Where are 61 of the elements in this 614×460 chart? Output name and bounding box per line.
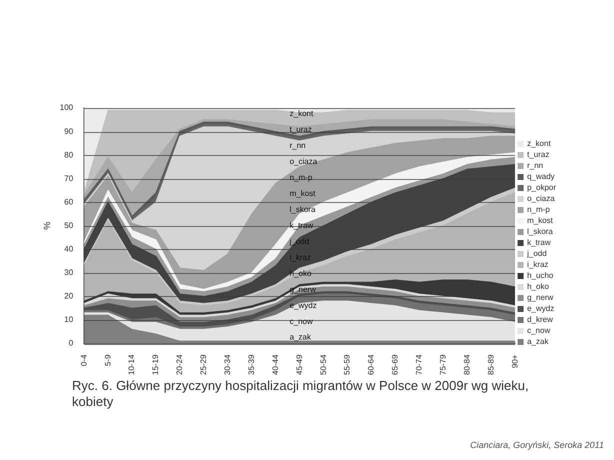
x-tick-label: 35-39 — [246, 354, 256, 376]
x-tick-label: 20-24 — [175, 354, 184, 376]
legend-label: j_odd — [526, 249, 547, 258]
y-tick-label: 100 — [60, 103, 74, 112]
legend-label: p_okpor — [527, 183, 556, 192]
x-tick-label: 0-4 — [79, 354, 88, 366]
annotation: k_traw — [290, 220, 314, 230]
legend-label: a_zak — [527, 337, 550, 346]
x-tick-label: 5-9 — [103, 354, 112, 366]
x-tick-label: 30-34 — [223, 354, 232, 376]
annotation: o_ciaza — [290, 157, 318, 166]
y-tick-label: 20 — [64, 292, 74, 301]
legend-label: h_ucho — [527, 271, 554, 280]
x-tick-label: 25-29 — [199, 354, 208, 376]
x-tick-label: 60-64 — [366, 354, 376, 376]
x-tick-label: 90+ — [510, 354, 520, 368]
text: Cianciara, Goryński, Seroka 2011 — [470, 440, 604, 450]
y-axis-title: % — [42, 222, 52, 230]
annotation: a_zak — [290, 332, 312, 342]
x-tick-label: 15-19 — [151, 354, 160, 376]
x-tick-label: 40-44 — [270, 354, 280, 376]
legend-label: r_nn — [527, 161, 544, 170]
x-tick-label: 10-14 — [127, 354, 136, 376]
y-tick-label: 30 — [64, 268, 74, 278]
y-tick-label: 80 — [64, 150, 74, 160]
x-tick-label: 65-69 — [390, 354, 400, 376]
annotation: m_kost — [290, 189, 316, 198]
legend-label: o_ciaza — [527, 194, 556, 204]
legend-label: d_krew — [527, 315, 554, 324]
y-tick-label: 70 — [64, 174, 74, 183]
y-tick-label: 40 — [64, 244, 74, 254]
x-tick-label: 70-74 — [414, 354, 424, 376]
annotation: t_uraz — [290, 125, 312, 134]
text: Ryc. 6. Główne przyczyny hospitalizacji migrantów w Polsce w 2009r wg wieku, kobiety — [72, 378, 530, 410]
legend-label: n_m-p — [527, 205, 550, 214]
x-tick-label: 75-79 — [438, 354, 448, 376]
x-tick-label: 45-49 — [294, 354, 304, 376]
annotation: z_kont — [290, 109, 314, 118]
legend-label: t_uraz — [527, 150, 550, 160]
legend-label: h_oko — [527, 282, 550, 292]
y-tick-label: 90 — [64, 126, 74, 136]
x-tick-label: 80-84 — [462, 354, 472, 376]
legend-label: z_kont — [527, 139, 552, 148]
legend-label: i_kraz — [527, 260, 548, 270]
y-tick-label: 10 — [64, 315, 74, 324]
legend-label: k_traw — [527, 238, 551, 248]
legend-label: m_kost — [527, 216, 554, 226]
annotation: e_wydz — [290, 300, 317, 310]
annotation: r_nn — [290, 141, 306, 150]
x-tick-label: 85-89 — [486, 354, 496, 376]
annotation: n_m-p — [290, 173, 313, 182]
x-tick-label: 55-59 — [342, 354, 352, 376]
legend-label: c_now — [527, 326, 550, 336]
y-tick-label: 60 — [64, 197, 74, 206]
y-tick-label: 0 — [68, 338, 74, 348]
y-tick-label: 50 — [64, 220, 74, 230]
x-tick-label: 50-54 — [318, 354, 328, 376]
legend-label: l_skora — [527, 227, 554, 236]
legend-label: e_wydz — [527, 304, 554, 314]
legend-label: g_nerw — [527, 293, 554, 302]
legend-label: q_wady — [527, 172, 555, 182]
